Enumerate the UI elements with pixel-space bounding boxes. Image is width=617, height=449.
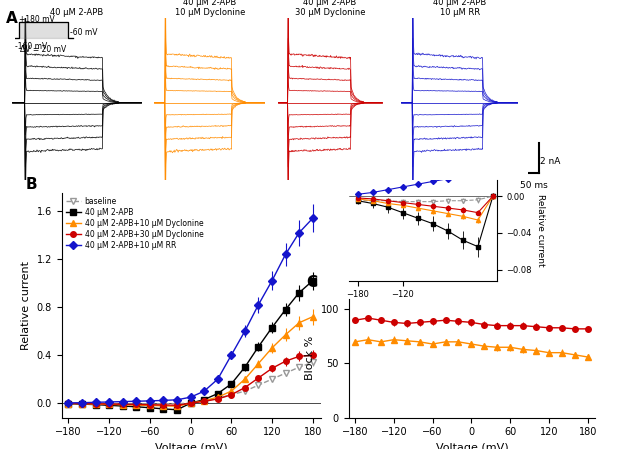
Title: 40 μM 2-APB
30 μM Dyclonine: 40 μM 2-APB 30 μM Dyclonine: [295, 0, 365, 17]
X-axis label: Voltage (mV): Voltage (mV): [155, 443, 228, 449]
Text: C: C: [307, 275, 318, 290]
X-axis label: Voltage (mV): Voltage (mV): [436, 443, 508, 449]
Y-axis label: Block %: Block %: [305, 336, 315, 380]
X-axis label: Voltage (mV): Voltage (mV): [393, 301, 452, 310]
Text: B: B: [25, 176, 37, 192]
Y-axis label: Relative current: Relative current: [536, 194, 545, 266]
Text: +180 mV: +180 mV: [19, 15, 54, 24]
Text: -60 mV: -60 mV: [70, 27, 97, 37]
Text: 2 nA: 2 nA: [540, 157, 561, 166]
Title: 40 μM 2-APB
10 μM RR: 40 μM 2-APB 10 μM RR: [433, 0, 486, 17]
Text: A: A: [6, 11, 18, 26]
Text: 50 ms: 50 ms: [520, 180, 548, 189]
Y-axis label: Relative current: Relative current: [21, 261, 31, 350]
Text: ΔV = 20 mV: ΔV = 20 mV: [20, 45, 67, 54]
Title: 40 μM 2-APB
10 μM Dyclonine: 40 μM 2-APB 10 μM Dyclonine: [175, 0, 245, 17]
Legend: baseline, 40 μM 2-APB, 40 μM 2-APB+10 μM Dyclonine, 40 μM 2-APB+30 μM Dyclonine,: baseline, 40 μM 2-APB, 40 μM 2-APB+10 μM…: [65, 197, 204, 250]
Title: 40 μM 2-APB: 40 μM 2-APB: [51, 8, 104, 17]
Text: -160 mV: -160 mV: [15, 42, 48, 51]
